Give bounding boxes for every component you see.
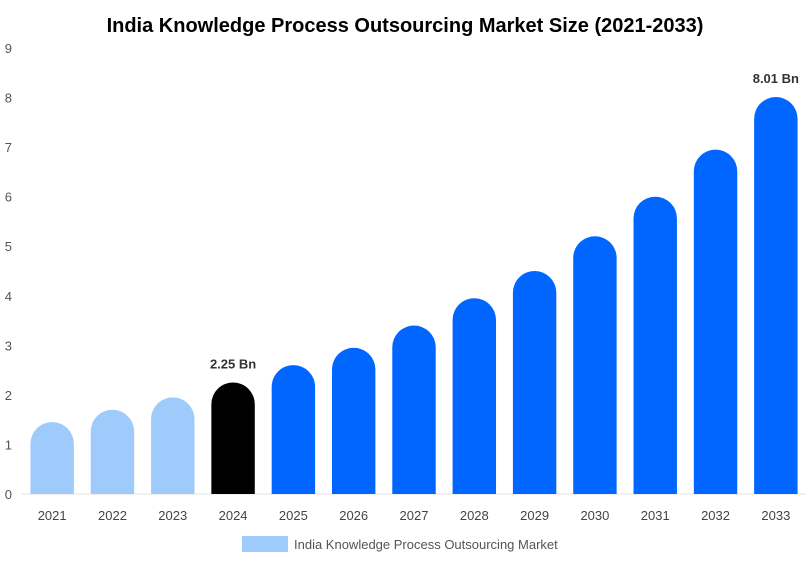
bar-2021[interactable] — [30, 422, 74, 494]
bar-2030[interactable] — [573, 236, 617, 495]
bar-2022[interactable] — [90, 409, 135, 494]
x-tick-label: 2030 — [580, 508, 609, 523]
x-tick-label: 2021 — [38, 508, 67, 523]
bar-2031[interactable] — [633, 196, 677, 494]
data-label-2024: 2.25 Bn — [210, 357, 256, 372]
y-tick-label: 1 — [5, 437, 12, 452]
data-labels: 2.25 Bn 8.01 Bn — [210, 71, 799, 371]
legend-entry: India Knowledge Process Outsourcing Mark… — [294, 537, 558, 552]
y-tick-label: 6 — [5, 190, 12, 205]
y-tick-label: 4 — [5, 289, 12, 304]
bar-2023[interactable] — [151, 397, 195, 494]
x-tick-label: 2022 — [98, 508, 127, 523]
y-tick-label: 9 — [5, 41, 12, 56]
bar-2028[interactable] — [452, 298, 497, 494]
bar-2029[interactable] — [512, 271, 557, 494]
x-tick-label: 2025 — [279, 508, 308, 523]
x-tick-label: 2029 — [520, 508, 549, 523]
bar-2033[interactable] — [754, 97, 798, 494]
bar-2024[interactable] — [211, 382, 255, 494]
y-tick-label: 7 — [5, 140, 12, 155]
bars — [30, 97, 798, 495]
x-tick-label: 2027 — [400, 508, 429, 523]
legend[interactable]: India Knowledge Process Outsourcing Mark… — [242, 536, 558, 552]
y-tick-label: 8 — [5, 91, 12, 106]
bar-2027[interactable] — [392, 325, 436, 494]
y-tick-label: 2 — [5, 388, 12, 403]
legend-swatch — [242, 536, 288, 552]
x-tick-label: 2028 — [460, 508, 489, 523]
x-tick-label: 2032 — [701, 508, 730, 523]
y-tick-label: 0 — [5, 487, 12, 502]
x-tick-label: 2031 — [641, 508, 670, 523]
x-tick-label: 2023 — [158, 508, 187, 523]
y-tick-label: 3 — [5, 338, 12, 353]
data-label-2033: 8.01 Bn — [753, 71, 799, 86]
chart-title: India Knowledge Process Outsourcing Mark… — [107, 15, 704, 37]
x-tick-label: 2033 — [761, 508, 790, 523]
bar-2032[interactable] — [693, 149, 738, 495]
x-tick-label: 2026 — [339, 508, 368, 523]
bar-2026[interactable] — [331, 347, 376, 494]
x-tick-label: 2024 — [219, 508, 248, 523]
bar-2025[interactable] — [271, 365, 316, 494]
x-axis: 2021 2022 2023 2024 2025 2026 2027 2028 2029 2030… — [38, 508, 791, 523]
y-tick-label: 5 — [5, 239, 12, 254]
